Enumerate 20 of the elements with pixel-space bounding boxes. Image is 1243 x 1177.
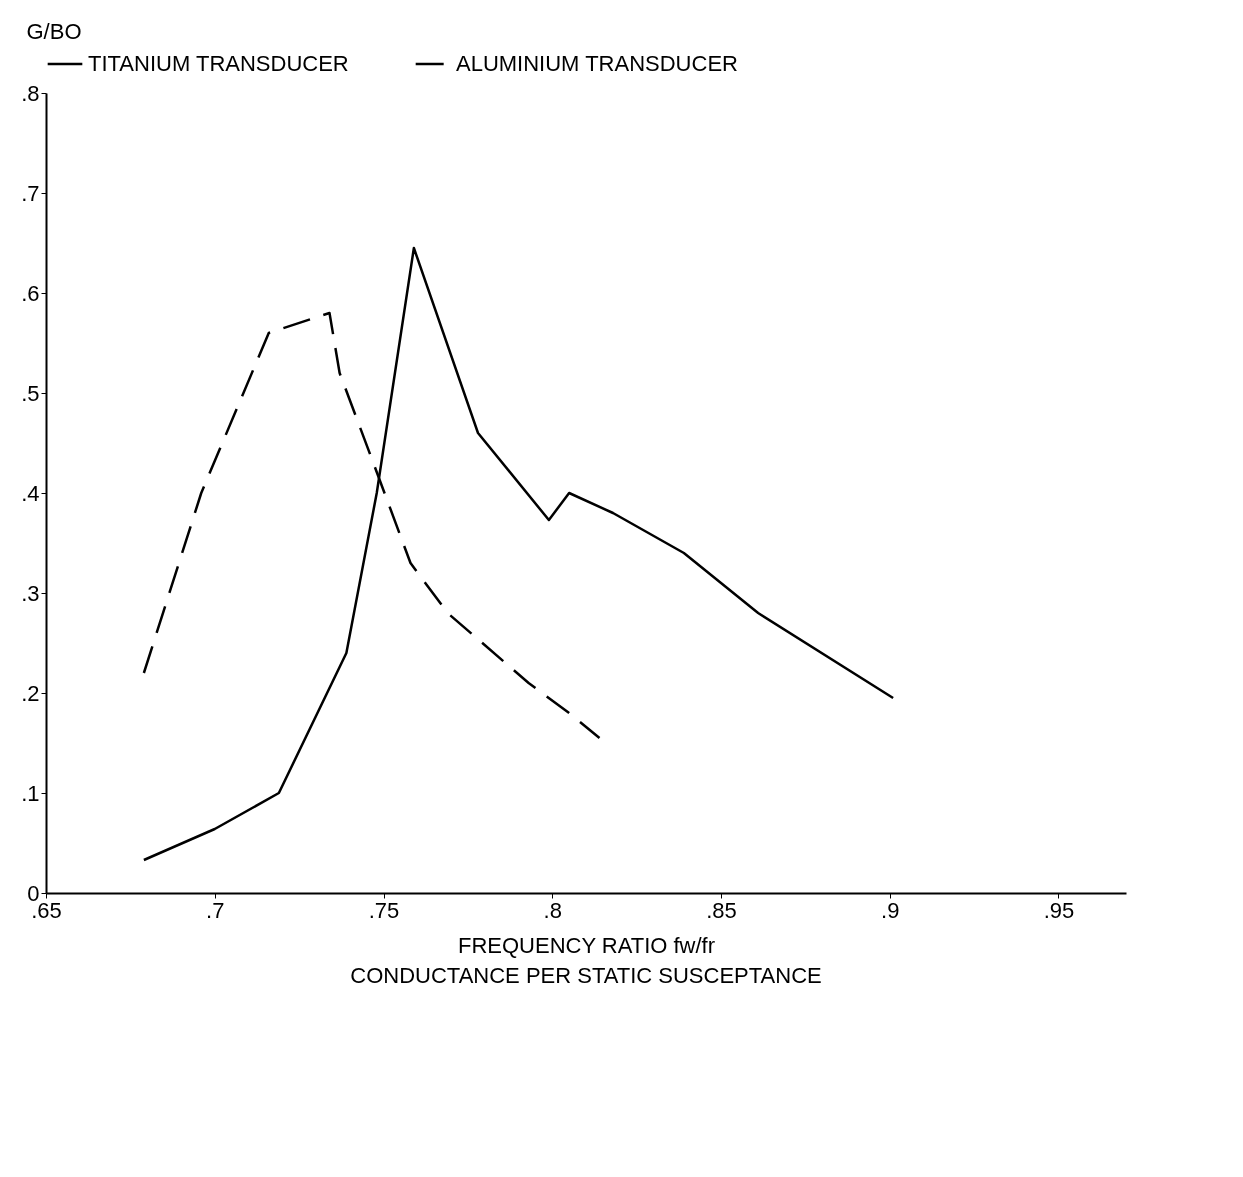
y-tick-label: .7 <box>21 180 40 206</box>
legend-label: TITANIUM TRANSDUCER <box>88 51 349 76</box>
x-tick-label: .7 <box>206 897 225 923</box>
x-tick-label: .85 <box>706 897 737 923</box>
y-tick-label: .4 <box>21 480 40 506</box>
y-tick-label: .2 <box>21 680 40 706</box>
y-tick-label: .8 <box>21 80 40 106</box>
text: CONDUCTANCE PER STATIC SUSCEPTANCE <box>350 963 822 988</box>
x-tick-label: .9 <box>881 897 900 923</box>
x-axis-title: FREQUENCY RATIO fw/fr <box>457 932 716 958</box>
y-tick-label: .3 <box>21 580 40 606</box>
legend-label: ALUMINIUM TRANSDUCER <box>456 51 738 76</box>
x-tick-label: .95 <box>1043 897 1075 923</box>
line-series <box>142 246 895 862</box>
x-tick-label: .8 <box>543 897 562 923</box>
y-tick-label: .1 <box>21 780 40 806</box>
y-tick-label: .5 <box>21 380 40 406</box>
y-tick-label: .6 <box>21 280 40 306</box>
y-axis-title: G/BO <box>26 18 82 44</box>
x-tick-label: .75 <box>368 897 400 923</box>
